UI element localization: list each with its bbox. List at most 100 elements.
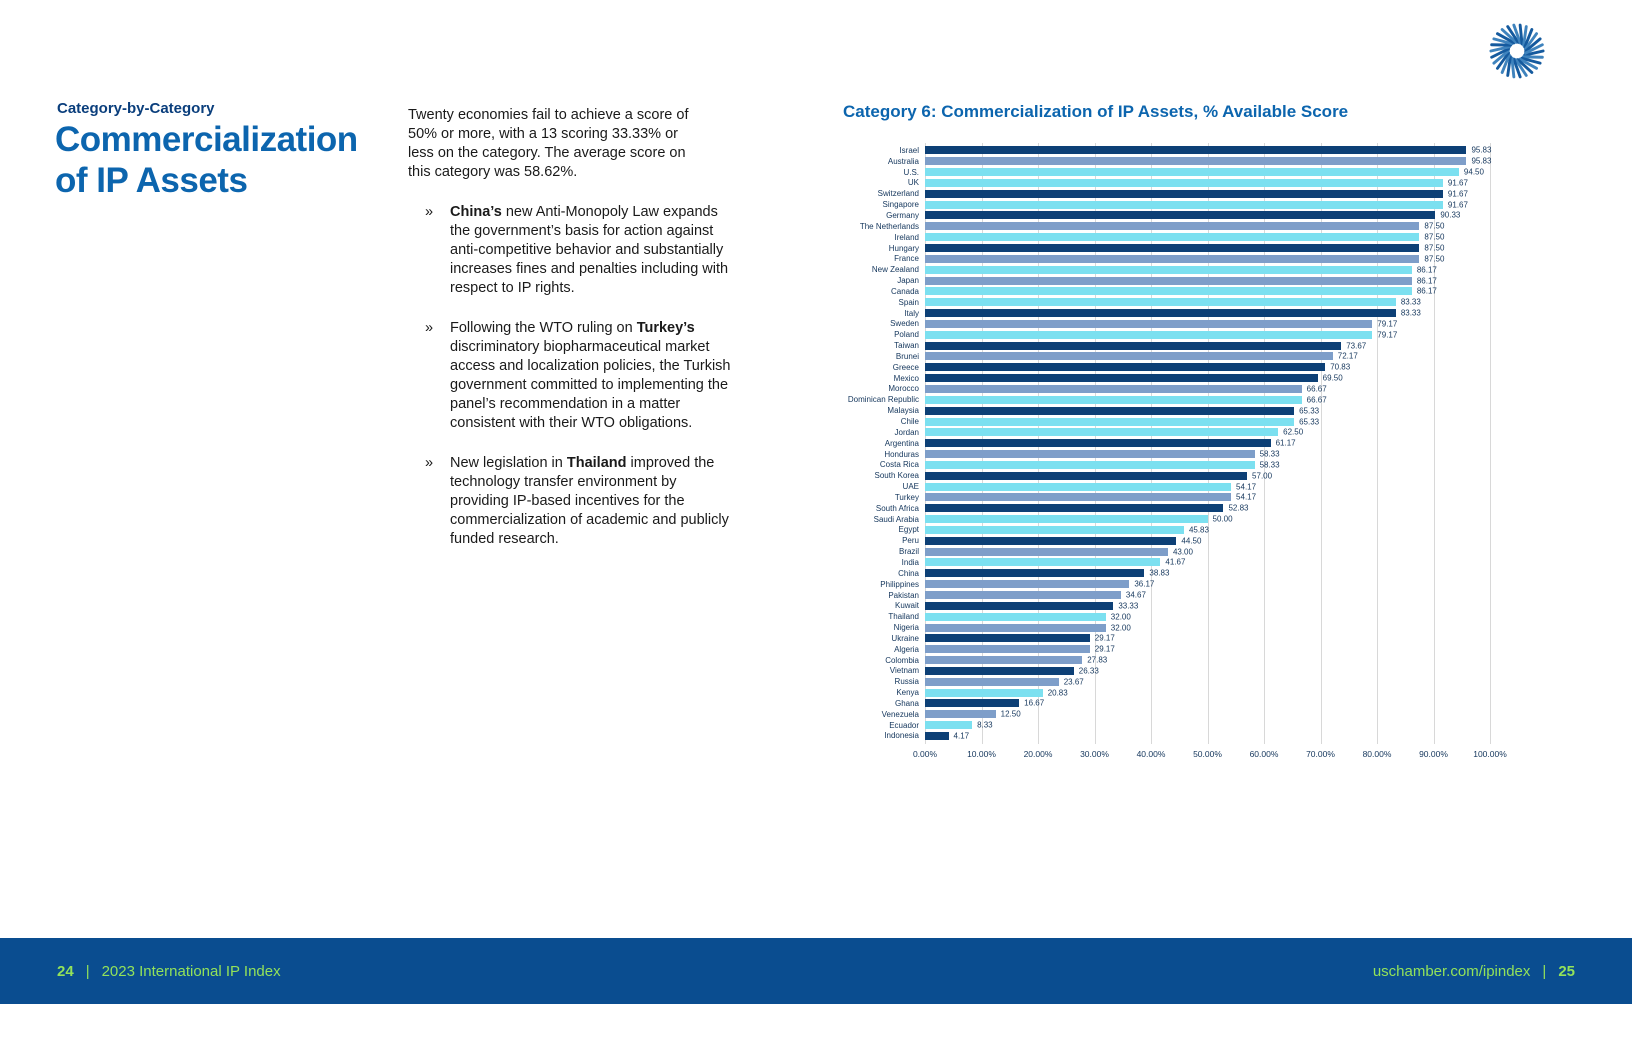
chart-row: Nigeria 32.00 — [820, 622, 1490, 633]
bullet-marker: » — [425, 204, 434, 220]
bar — [925, 200, 1443, 209]
country-label: Chile — [900, 417, 919, 427]
value-label: 43.00 — [1172, 547, 1193, 557]
chart-row: Japan 86.17 — [820, 275, 1490, 286]
value-label: 32.00 — [1110, 623, 1131, 633]
x-axis-tick-label: 30.00% — [1080, 749, 1109, 759]
bar-track: 86.17 — [925, 287, 1490, 296]
bar-track: 52.83 — [925, 503, 1490, 513]
chart-row: Hungary 87.50 — [820, 243, 1490, 254]
bar-track: 54.17 — [925, 482, 1490, 491]
bar — [925, 569, 1145, 578]
value-label: 73.67 — [1346, 341, 1367, 351]
chart-row: South Africa 52.83 — [820, 503, 1490, 514]
bullet-text: China’s new Anti-Monopoly Law expands th… — [450, 204, 729, 296]
chart-row: The Netherlands 87.50 — [820, 221, 1490, 232]
bar-chart: Israel 95.83 Australia 95.83 U.S. 94.50 UK 91.6… — [820, 143, 1507, 775]
country-label: Germany — [886, 210, 919, 220]
chart-row: Australia 95.83 — [820, 156, 1492, 167]
value-label: 45.83 — [1188, 525, 1209, 535]
sunburst-logo-icon — [1489, 23, 1545, 79]
country-label: UK — [907, 178, 919, 188]
chart-row: Spain 83.33 — [820, 297, 1490, 308]
bar-track: 61.17 — [925, 439, 1490, 448]
bar-track: 58.33 — [925, 460, 1490, 469]
country-label: South Korea — [874, 471, 919, 481]
footer: 24 | 2023 International IP Index uschamb… — [0, 938, 1632, 1004]
value-label: 20.83 — [1047, 688, 1068, 698]
footer-url-link[interactable]: uschamber.com/ipindex — [1372, 962, 1531, 980]
footer-left: 24 | 2023 International IP Index — [57, 963, 281, 980]
chart-row: Mexico 69.50 — [820, 373, 1490, 384]
chart-row: Italy 83.33 — [820, 308, 1490, 319]
bar-track: 79.17 — [925, 319, 1490, 329]
bar-track: 20.83 — [925, 688, 1490, 698]
country-label: Peru — [902, 536, 919, 546]
chart-row: Brazil 43.00 — [820, 546, 1490, 557]
bar-track: 33.33 — [925, 601, 1490, 610]
bullet-item: » Following the WTO ruling on Turkey’s di… — [425, 319, 743, 433]
country-label: Russia — [894, 677, 919, 687]
bar — [925, 601, 1114, 610]
bar — [925, 157, 1467, 166]
bar — [925, 146, 1467, 155]
bar — [925, 515, 1208, 524]
value-label: 79.17 — [1377, 319, 1398, 329]
bar — [925, 645, 1090, 654]
bar — [925, 699, 1020, 708]
country-label: Indonesia — [884, 731, 919, 741]
bar-track: 87.50 — [925, 243, 1490, 253]
country-label: Canada — [890, 286, 919, 296]
country-label: Thailand — [888, 612, 919, 622]
body-text-column: Twenty economies fail to achieve a score… — [408, 106, 743, 549]
chart-rows: Israel 95.83 Australia 95.83 U.S. 94.50 UK 91.6… — [820, 145, 1492, 741]
footer-separator: | — [1542, 962, 1547, 980]
chart-row: UAE 54.17 — [820, 481, 1490, 492]
bar — [925, 168, 1459, 177]
value-label: 66.67 — [1306, 395, 1327, 405]
chart-row: Switzerland 91.67 — [820, 188, 1490, 199]
value-label: 52.83 — [1228, 503, 1249, 513]
us-chamber-logo — [1488, 22, 1546, 80]
chart-row: Argentina 61.17 — [820, 438, 1490, 449]
value-label: 44.50 — [1181, 536, 1202, 546]
bar — [925, 656, 1083, 665]
bar-track: 83.33 — [925, 309, 1490, 318]
bar-track: 95.83 — [925, 146, 1491, 155]
chart-row: Dominican Republic 66.67 — [820, 394, 1490, 405]
country-label: The Netherlands — [859, 221, 919, 231]
bar — [925, 580, 1130, 589]
value-label: 50.00 — [1212, 514, 1233, 524]
bar-track: 87.50 — [925, 254, 1490, 263]
country-label: Pakistan — [888, 590, 919, 600]
value-label: 87.50 — [1424, 243, 1445, 253]
chart-row: China 38.83 — [820, 568, 1490, 579]
country-label: Malaysia — [887, 406, 919, 416]
value-label: 23.67 — [1063, 677, 1084, 687]
country-label: South Africa — [875, 503, 919, 513]
value-label: 29.17 — [1094, 633, 1115, 643]
chart-row: Colombia 27.83 — [820, 655, 1490, 666]
bar — [925, 189, 1443, 198]
bar — [925, 471, 1248, 480]
country-label: Japan — [897, 276, 919, 286]
chart-row: Kenya 20.83 — [820, 687, 1490, 698]
gridline — [1433, 143, 1435, 744]
x-axis-tick-label: 10.00% — [967, 749, 996, 759]
country-label: Vietnam — [889, 666, 919, 676]
x-axis-tick-label: 70.00% — [1306, 749, 1335, 759]
bar — [925, 634, 1090, 643]
bar-track: 66.67 — [925, 384, 1490, 393]
country-label: Colombia — [885, 655, 919, 665]
country-label: Egypt — [898, 525, 919, 535]
chart-row: Pakistan 34.67 — [820, 590, 1490, 601]
chart-row: UK 91.67 — [820, 178, 1490, 189]
chart-row: Costa Rica 58.33 — [820, 459, 1490, 470]
value-label: 27.83 — [1087, 655, 1108, 665]
bar — [925, 244, 1420, 253]
footer-right: uschamber.com/ipindex | 25 — [1373, 963, 1575, 980]
country-label: Hungary — [888, 243, 919, 253]
value-label: 69.50 — [1322, 373, 1343, 383]
value-label: 36.17 — [1134, 579, 1155, 589]
country-label: Poland — [894, 330, 919, 340]
